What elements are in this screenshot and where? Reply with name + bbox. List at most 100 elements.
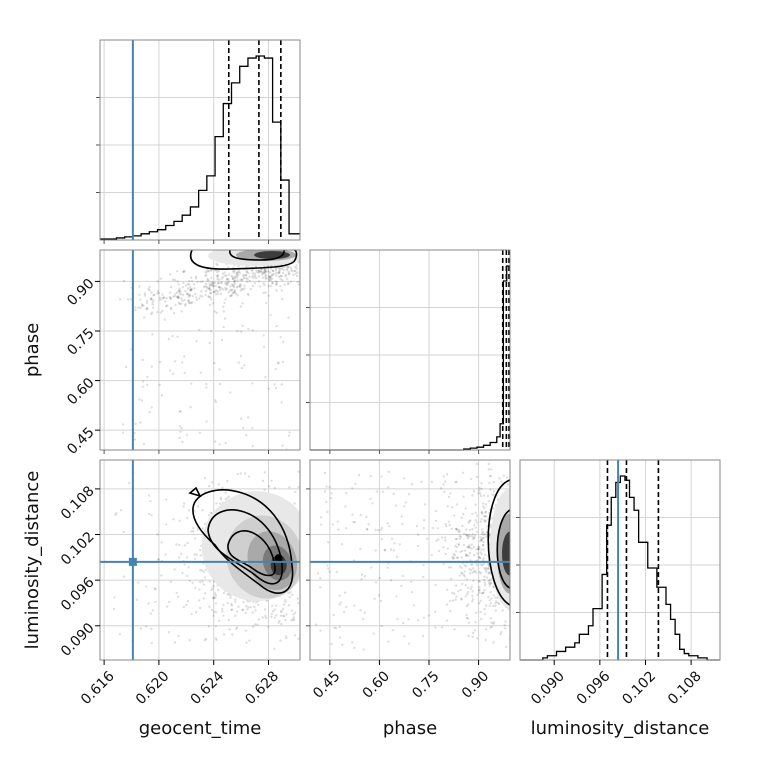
scatter-point: [330, 492, 333, 495]
scatter-point: [215, 262, 218, 265]
scatter-point: [187, 279, 191, 283]
scatter-point: [463, 575, 466, 578]
scatter-point: [318, 566, 320, 568]
scatter-point: [184, 284, 188, 287]
scatter-point: [207, 295, 210, 298]
scatter-point: [284, 635, 288, 638]
y-tick-label-phase: 0.90: [64, 276, 97, 309]
scatter-point: [134, 306, 137, 309]
scatter-point: [193, 557, 197, 560]
scatter-point: [453, 592, 456, 595]
scatter-point: [464, 507, 467, 510]
scatter-point: [514, 613, 516, 615]
scatter-point: [301, 523, 303, 525]
scatter-point: [431, 526, 434, 530]
scatter-point: [112, 607, 116, 611]
scatter-point: [137, 581, 140, 584]
scatter-point: [198, 580, 202, 583]
scatter-point: [468, 551, 472, 555]
scatter-point: [466, 617, 469, 620]
scatter-point: [325, 500, 328, 504]
scatter-point: [465, 578, 469, 581]
scatter-point: [279, 274, 282, 278]
scatter-point: [314, 254, 316, 256]
scatter-point: [449, 492, 452, 495]
scatter-point: [285, 613, 288, 616]
scatter-point: [377, 594, 381, 597]
scatter-point: [525, 555, 527, 557]
scatter-point: [218, 368, 221, 371]
scatter-point: [451, 506, 454, 509]
scatter-point: [306, 510, 308, 512]
scatter-point: [311, 255, 313, 257]
panel-contents: [310, 460, 550, 660]
scatter-point: [249, 606, 252, 609]
scatter-point: [182, 281, 185, 285]
scatter-point: [177, 295, 180, 299]
scatter-point: [374, 581, 378, 584]
scatter-point: [208, 303, 212, 307]
scatter-point: [177, 289, 180, 292]
scatter-point: [156, 290, 159, 293]
scatter-point: [380, 528, 383, 532]
scatter-point: [322, 255, 324, 257]
scatter-point: [214, 440, 217, 443]
scatter-point: [362, 648, 365, 651]
scatter-point: [363, 574, 367, 578]
scatter-point: [255, 269, 258, 272]
scatter-point: [538, 550, 540, 552]
scatter-point: [295, 274, 299, 278]
scatter-point: [183, 298, 186, 302]
scatter-point: [217, 588, 220, 592]
scatter-point: [204, 576, 207, 579]
scatter-point: [369, 497, 372, 501]
scatter-point: [204, 274, 207, 278]
scatter-point: [521, 573, 523, 575]
scatter-point: [278, 620, 281, 623]
scatter-point: [216, 292, 219, 296]
scatter-point: [205, 386, 208, 389]
scatter-point: [472, 536, 475, 539]
scatter-point: [239, 305, 242, 308]
scatter-point: [451, 591, 454, 595]
scatter-point: [495, 600, 498, 603]
scatter-point: [520, 525, 522, 527]
scatter-point: [478, 591, 481, 594]
scatter-point: [149, 499, 152, 503]
scatter-point: [243, 277, 246, 280]
scatter-point: [204, 293, 207, 297]
scatter-point: [477, 589, 481, 592]
scatter-point: [150, 514, 153, 517]
scatter-point: [455, 527, 458, 531]
scatter-point: [523, 515, 525, 517]
scatter-point: [250, 269, 253, 273]
scatter-point: [548, 506, 550, 508]
scatter-point: [264, 273, 268, 277]
scatter-point: [221, 486, 224, 490]
panel-frame: [99, 249, 301, 451]
scatter-point: [173, 312, 176, 315]
scatter-point: [293, 270, 296, 273]
scatter-point: [240, 366, 244, 370]
scatter-point: [138, 285, 141, 288]
scatter-point: [302, 254, 304, 256]
scatter-point: [175, 591, 178, 595]
scatter-point: [548, 491, 550, 493]
scatter-point: [303, 259, 305, 261]
scatter-point: [215, 289, 218, 292]
scatter-point: [121, 431, 125, 434]
scatter-point: [392, 492, 395, 496]
scatter-point: [307, 262, 309, 264]
scatter-point: [191, 581, 194, 584]
hist-panel-phase: [306, 249, 511, 451]
scatter-point: [490, 597, 493, 600]
scatter-point: [487, 468, 491, 471]
scatter-point: [225, 278, 229, 281]
scatter-point: [434, 583, 437, 587]
scatter-point: [489, 475, 493, 478]
scatter-point: [306, 267, 308, 269]
scatter-point: [148, 410, 151, 414]
scatter-point: [202, 562, 205, 565]
scatter-point: [511, 567, 513, 569]
scatter-point: [504, 620, 507, 623]
